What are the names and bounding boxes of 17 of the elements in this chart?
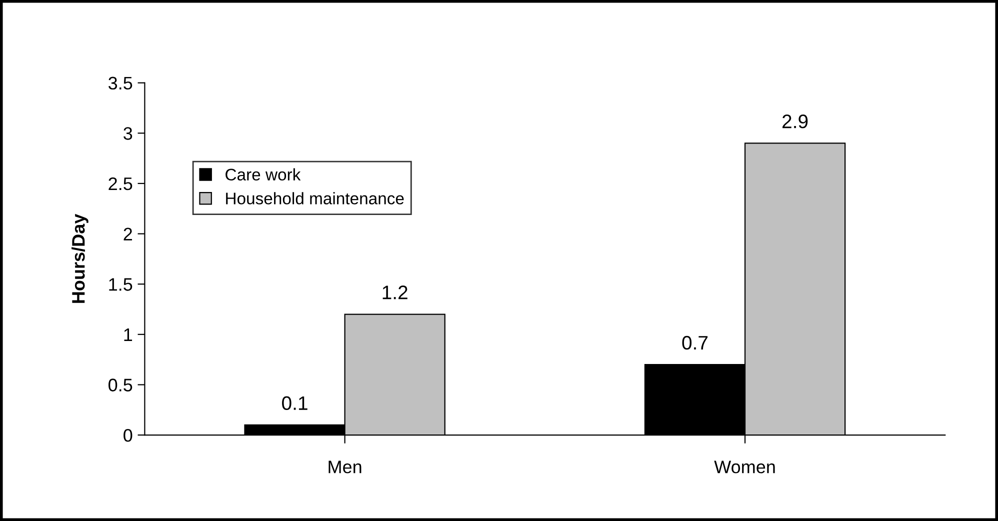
legend-label: Care work: [226, 168, 301, 181]
y-axis-title: Hours/Day: [72, 214, 88, 303]
data-label: 2.9: [782, 114, 808, 128]
data-label: 0.1: [282, 396, 308, 410]
data-label: 1.2: [382, 286, 408, 300]
x-tick-label: Men: [328, 460, 362, 474]
y-tick-label: 3: [124, 127, 132, 140]
y-tick-label: 1: [124, 328, 132, 341]
y-tick-label: 2.5: [108, 177, 132, 190]
y-tick-label: 2: [124, 228, 132, 240]
legend-label: Household maintenance: [226, 192, 404, 204]
x-tick-label: Women: [714, 460, 775, 474]
y-tick-label: 3.5: [108, 76, 132, 90]
y-tick-label: 0.5: [108, 378, 132, 392]
y-tick-label: 0: [124, 428, 132, 442]
data-label: 0.7: [682, 336, 708, 350]
y-tick-label: 1.5: [109, 278, 132, 291]
